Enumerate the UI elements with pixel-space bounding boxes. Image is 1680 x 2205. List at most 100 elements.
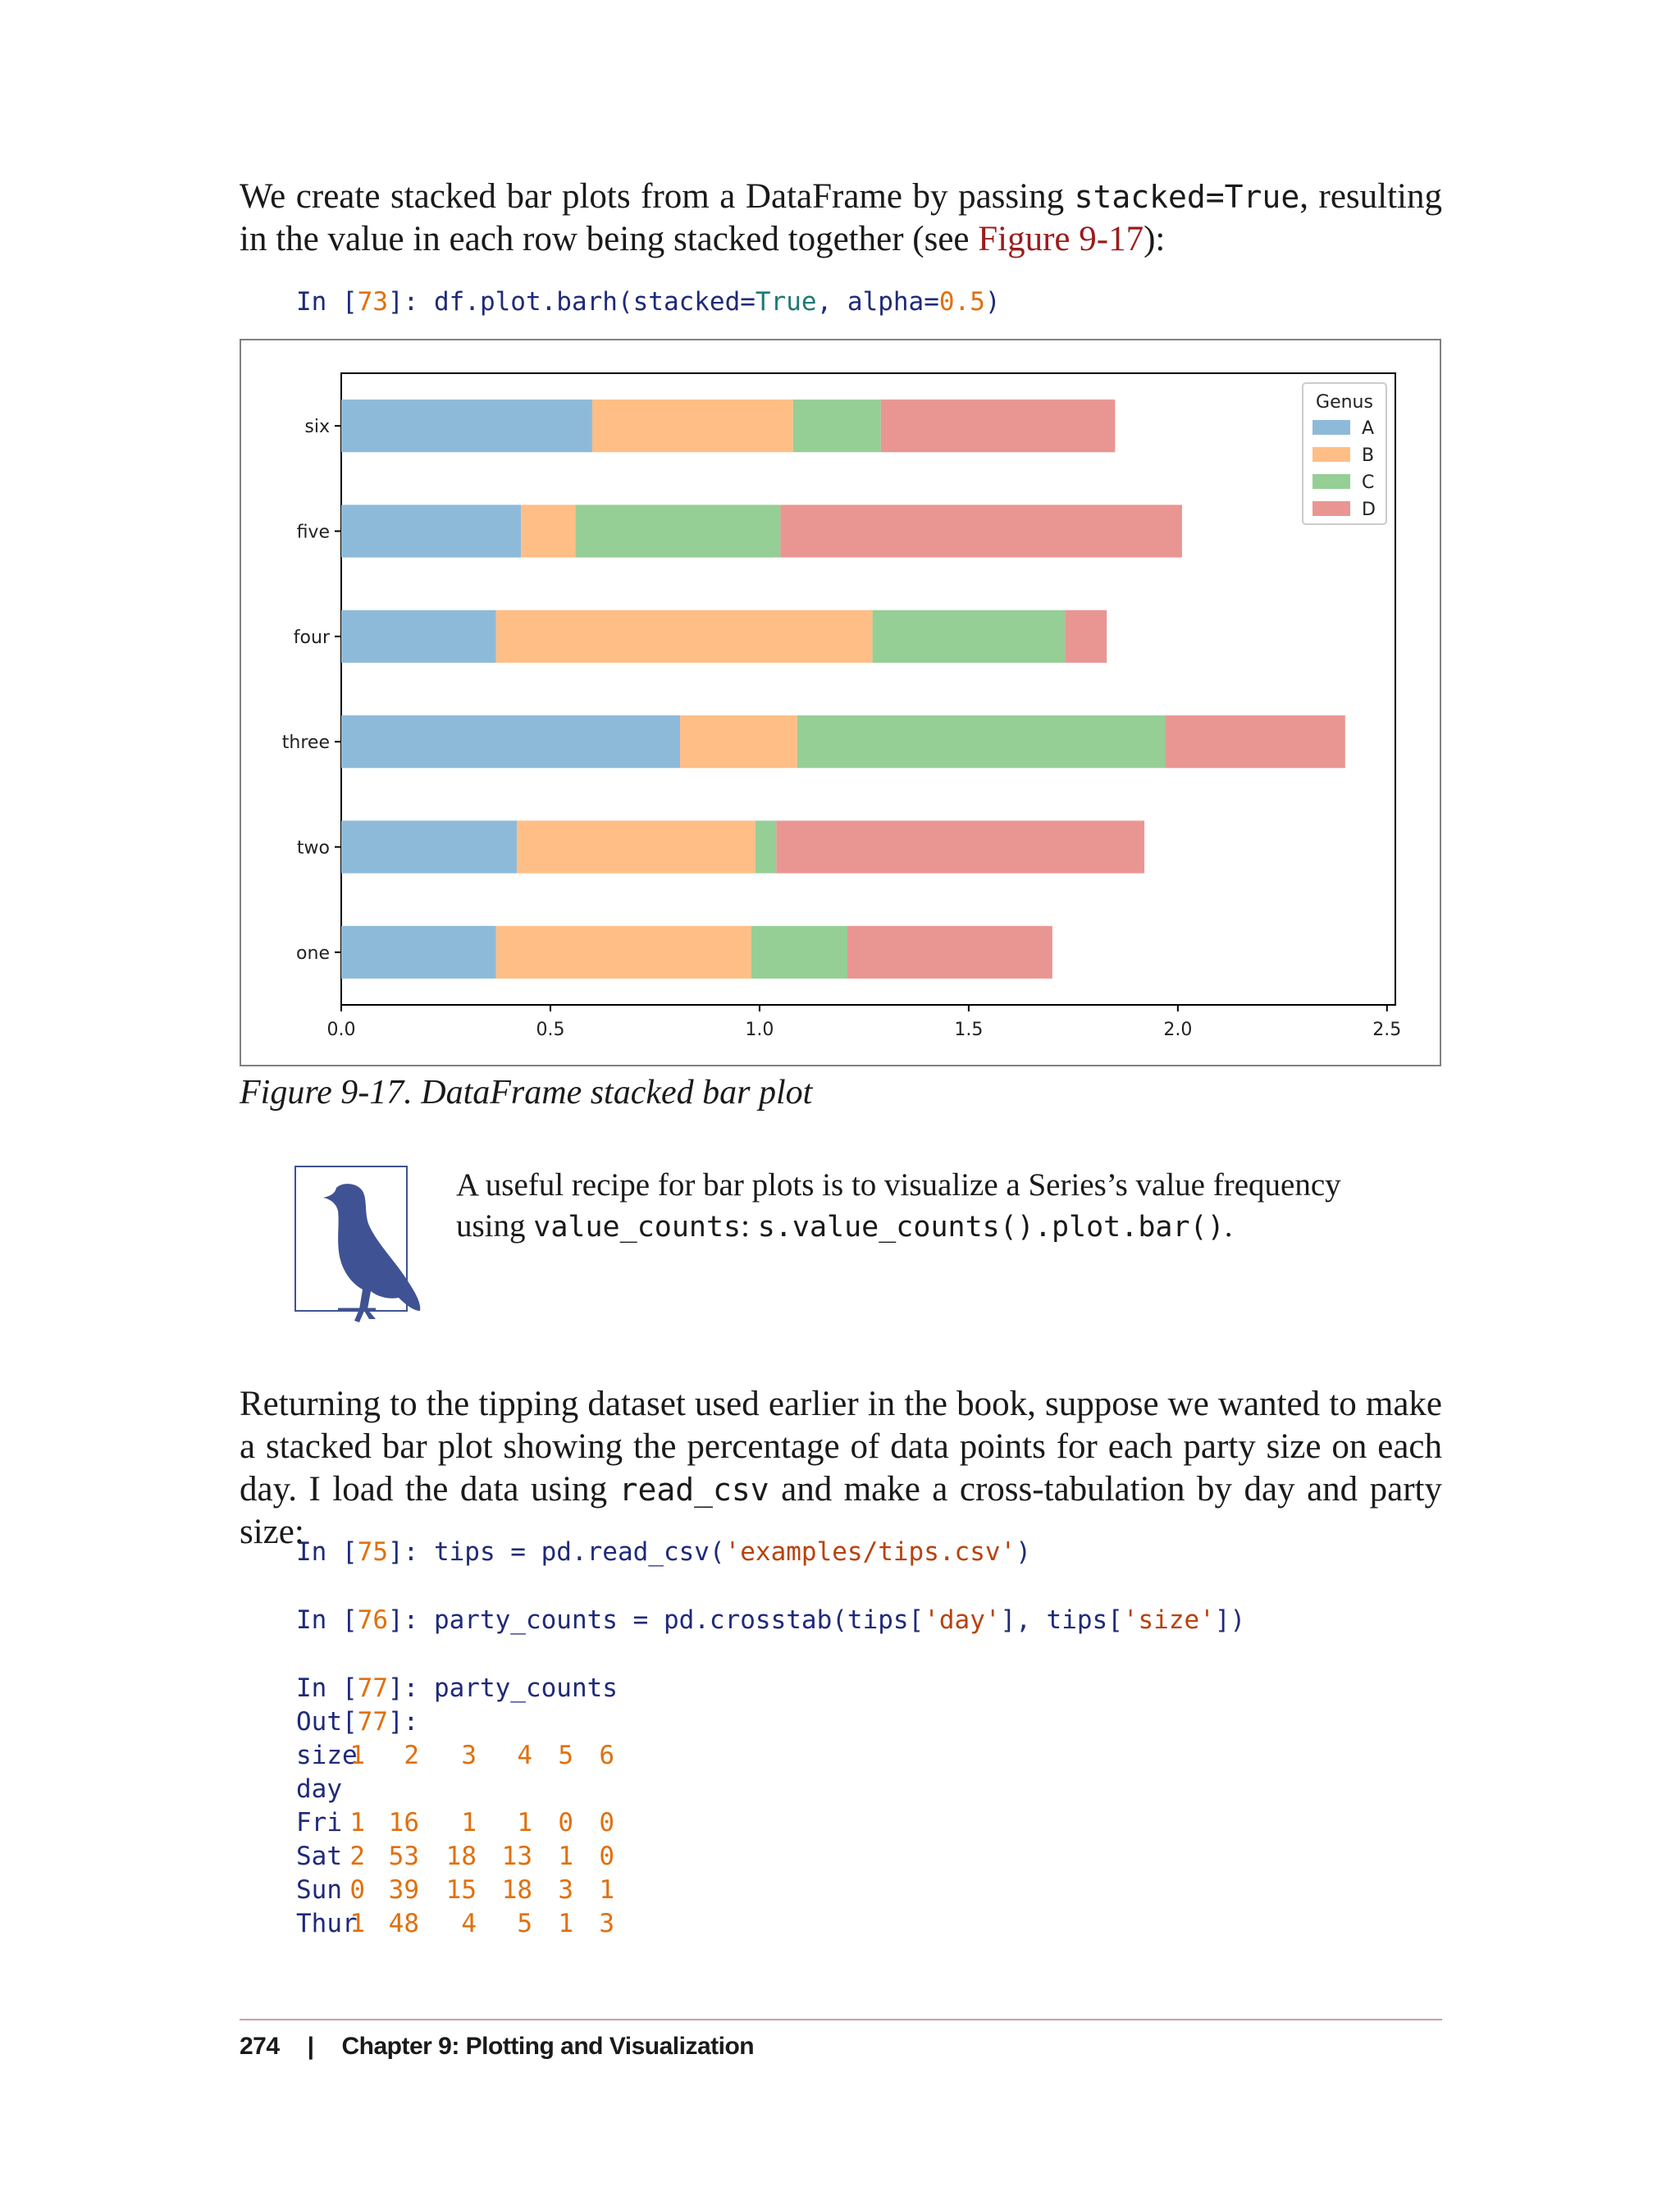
bar-six-B [591,399,793,453]
x-tick-label-0.0: 0.0 [327,1020,356,1040]
row-label: Sun [296,1875,342,1905]
bar-six-C [792,399,881,453]
code-cell-76: In [76]: party_counts = pd.crosstab(tips… [296,1605,1246,1635]
cell-value: 1 [349,1741,365,1770]
cell-value: 2 [349,1842,365,1871]
y-tick-label-one: one [296,943,330,964]
footer-rule [240,2019,1442,2020]
intro-text: , resulting in the value in each row bei… [240,177,1442,258]
cell-value: 15 [445,1875,477,1905]
bar-six-D [880,399,1116,453]
legend-label-A: A [1362,418,1374,439]
cell-value: 0 [558,1808,573,1838]
cell-value: 4 [517,1741,532,1770]
cell-value: 1 [349,1909,365,1938]
cell-value: 1 [558,1842,573,1871]
bar-two-A [341,820,518,874]
bar-six-A [341,399,592,453]
figure-frame: one two three four five six 0.0 0.5 1.0 1.5 2.0 2.5… [240,339,1441,1066]
row-label: size [296,1741,358,1770]
bar-three-B [680,715,797,769]
y-tick-label-three: three [282,733,330,753]
cell-value: 4 [461,1909,477,1938]
bar-five-A [341,504,522,558]
bar-three-C [797,715,1166,769]
x-tick-label-2.5: 2.5 [1372,1020,1401,1040]
bar-two-C [755,820,777,874]
bar-five-C [575,504,781,558]
intro-paragraph: We create stacked bar plots from a DataF… [240,176,1442,261]
bar-one-B [495,925,751,979]
bar-four-B [495,609,873,663]
stacked-bar-chart: one two three four five six 0.0 0.5 1.0 1.5 2.0 2.5… [282,372,1401,1040]
bar-one-D [847,925,1052,979]
figure-caption: Figure 9-17. DataFrame stacked bar plot [240,1074,813,1112]
row-label: Sat [296,1842,342,1871]
tip-bird-icon [294,1165,425,1329]
inline-code: stacked=True [1074,179,1300,215]
bar-four-D [1065,609,1107,663]
cell-value: 1 [558,1909,573,1938]
cell-value: 0 [599,1808,614,1838]
cell-value: 5 [517,1909,532,1938]
row-label: Thur [296,1909,358,1938]
plot-area [340,372,1396,1006]
row-label: day [296,1774,342,1804]
code-cell-73: In [73]: df.plot.barh(stacked=True, alph… [296,287,1001,317]
bar-one-C [751,925,848,979]
legend-label-B: B [1362,445,1374,466]
bar-four-C [872,609,1066,663]
legend-label-D: D [1362,500,1376,520]
x-tick-label-0.5: 0.5 [536,1020,564,1040]
y-tick-label-four: four [294,628,331,648]
bar-three-A [341,715,681,769]
chapter-title: Chapter 9: Plotting and Visualization [341,2033,755,2060]
bar-five-B [521,504,576,558]
cell-value: 1 [517,1808,532,1838]
y-tick-label-five: five [297,523,330,543]
y-tick-label-two: two [297,838,330,859]
legend-swatch-A [1312,420,1350,435]
legend-title: Genus [1316,392,1373,413]
cell-value: 6 [599,1741,614,1770]
cell-value: 48 [388,1909,419,1938]
bar-one-A [341,925,496,979]
bar-two-B [517,820,756,874]
intro-text: ): [1144,220,1166,258]
code-cell-77: In [77]: party_counts Out[77]: [296,1673,618,1737]
cell-value: 2 [404,1741,419,1770]
tip-text: A useful recipe for bar plots is to visu… [456,1167,1341,1244]
row-label: Fri [296,1808,342,1838]
cell-value: 39 [388,1875,419,1905]
bar-five-D [780,504,1182,558]
cell-value: 1 [599,1875,614,1905]
legend-label-C: C [1362,472,1374,493]
body-paragraph: Returning to the tipping dataset used ea… [240,1385,1442,1551]
x-tick-label-1.0: 1.0 [745,1020,774,1040]
x-tick-label-1.5: 1.5 [954,1020,983,1040]
cell-value: 3 [461,1741,477,1770]
figure-link[interactable]: Figure 9-17 [978,220,1144,258]
cell-value: 0 [599,1842,614,1871]
cell-value: 53 [388,1842,419,1871]
cell-value: 16 [388,1808,419,1838]
legend-swatch-B [1312,447,1350,462]
page-number: 274 [240,2033,280,2060]
cell-value: 13 [501,1842,532,1871]
cell-value: 3 [558,1875,573,1905]
intro-text: We create stacked bar plots from a DataF… [240,177,1075,216]
bar-three-D [1165,715,1345,769]
bar-four-A [341,609,496,663]
cell-value: 18 [501,1875,532,1905]
code-cell-75: In [75]: tips = pd.read_csv('examples/ti… [296,1537,1031,1567]
legend-swatch-D [1312,501,1350,516]
cell-value: 0 [349,1875,365,1905]
legend-swatch-C [1312,474,1350,489]
x-tick-label-2.0: 2.0 [1163,1020,1192,1040]
page-footer: 274 | Chapter 9: Plotting and Visualizatio… [240,2033,755,2060]
cell-value: 5 [558,1741,573,1770]
y-tick-label-six: six [304,417,330,437]
cell-value: 18 [445,1842,477,1871]
cell-value: 1 [461,1808,477,1838]
cell-value: 3 [599,1909,614,1938]
